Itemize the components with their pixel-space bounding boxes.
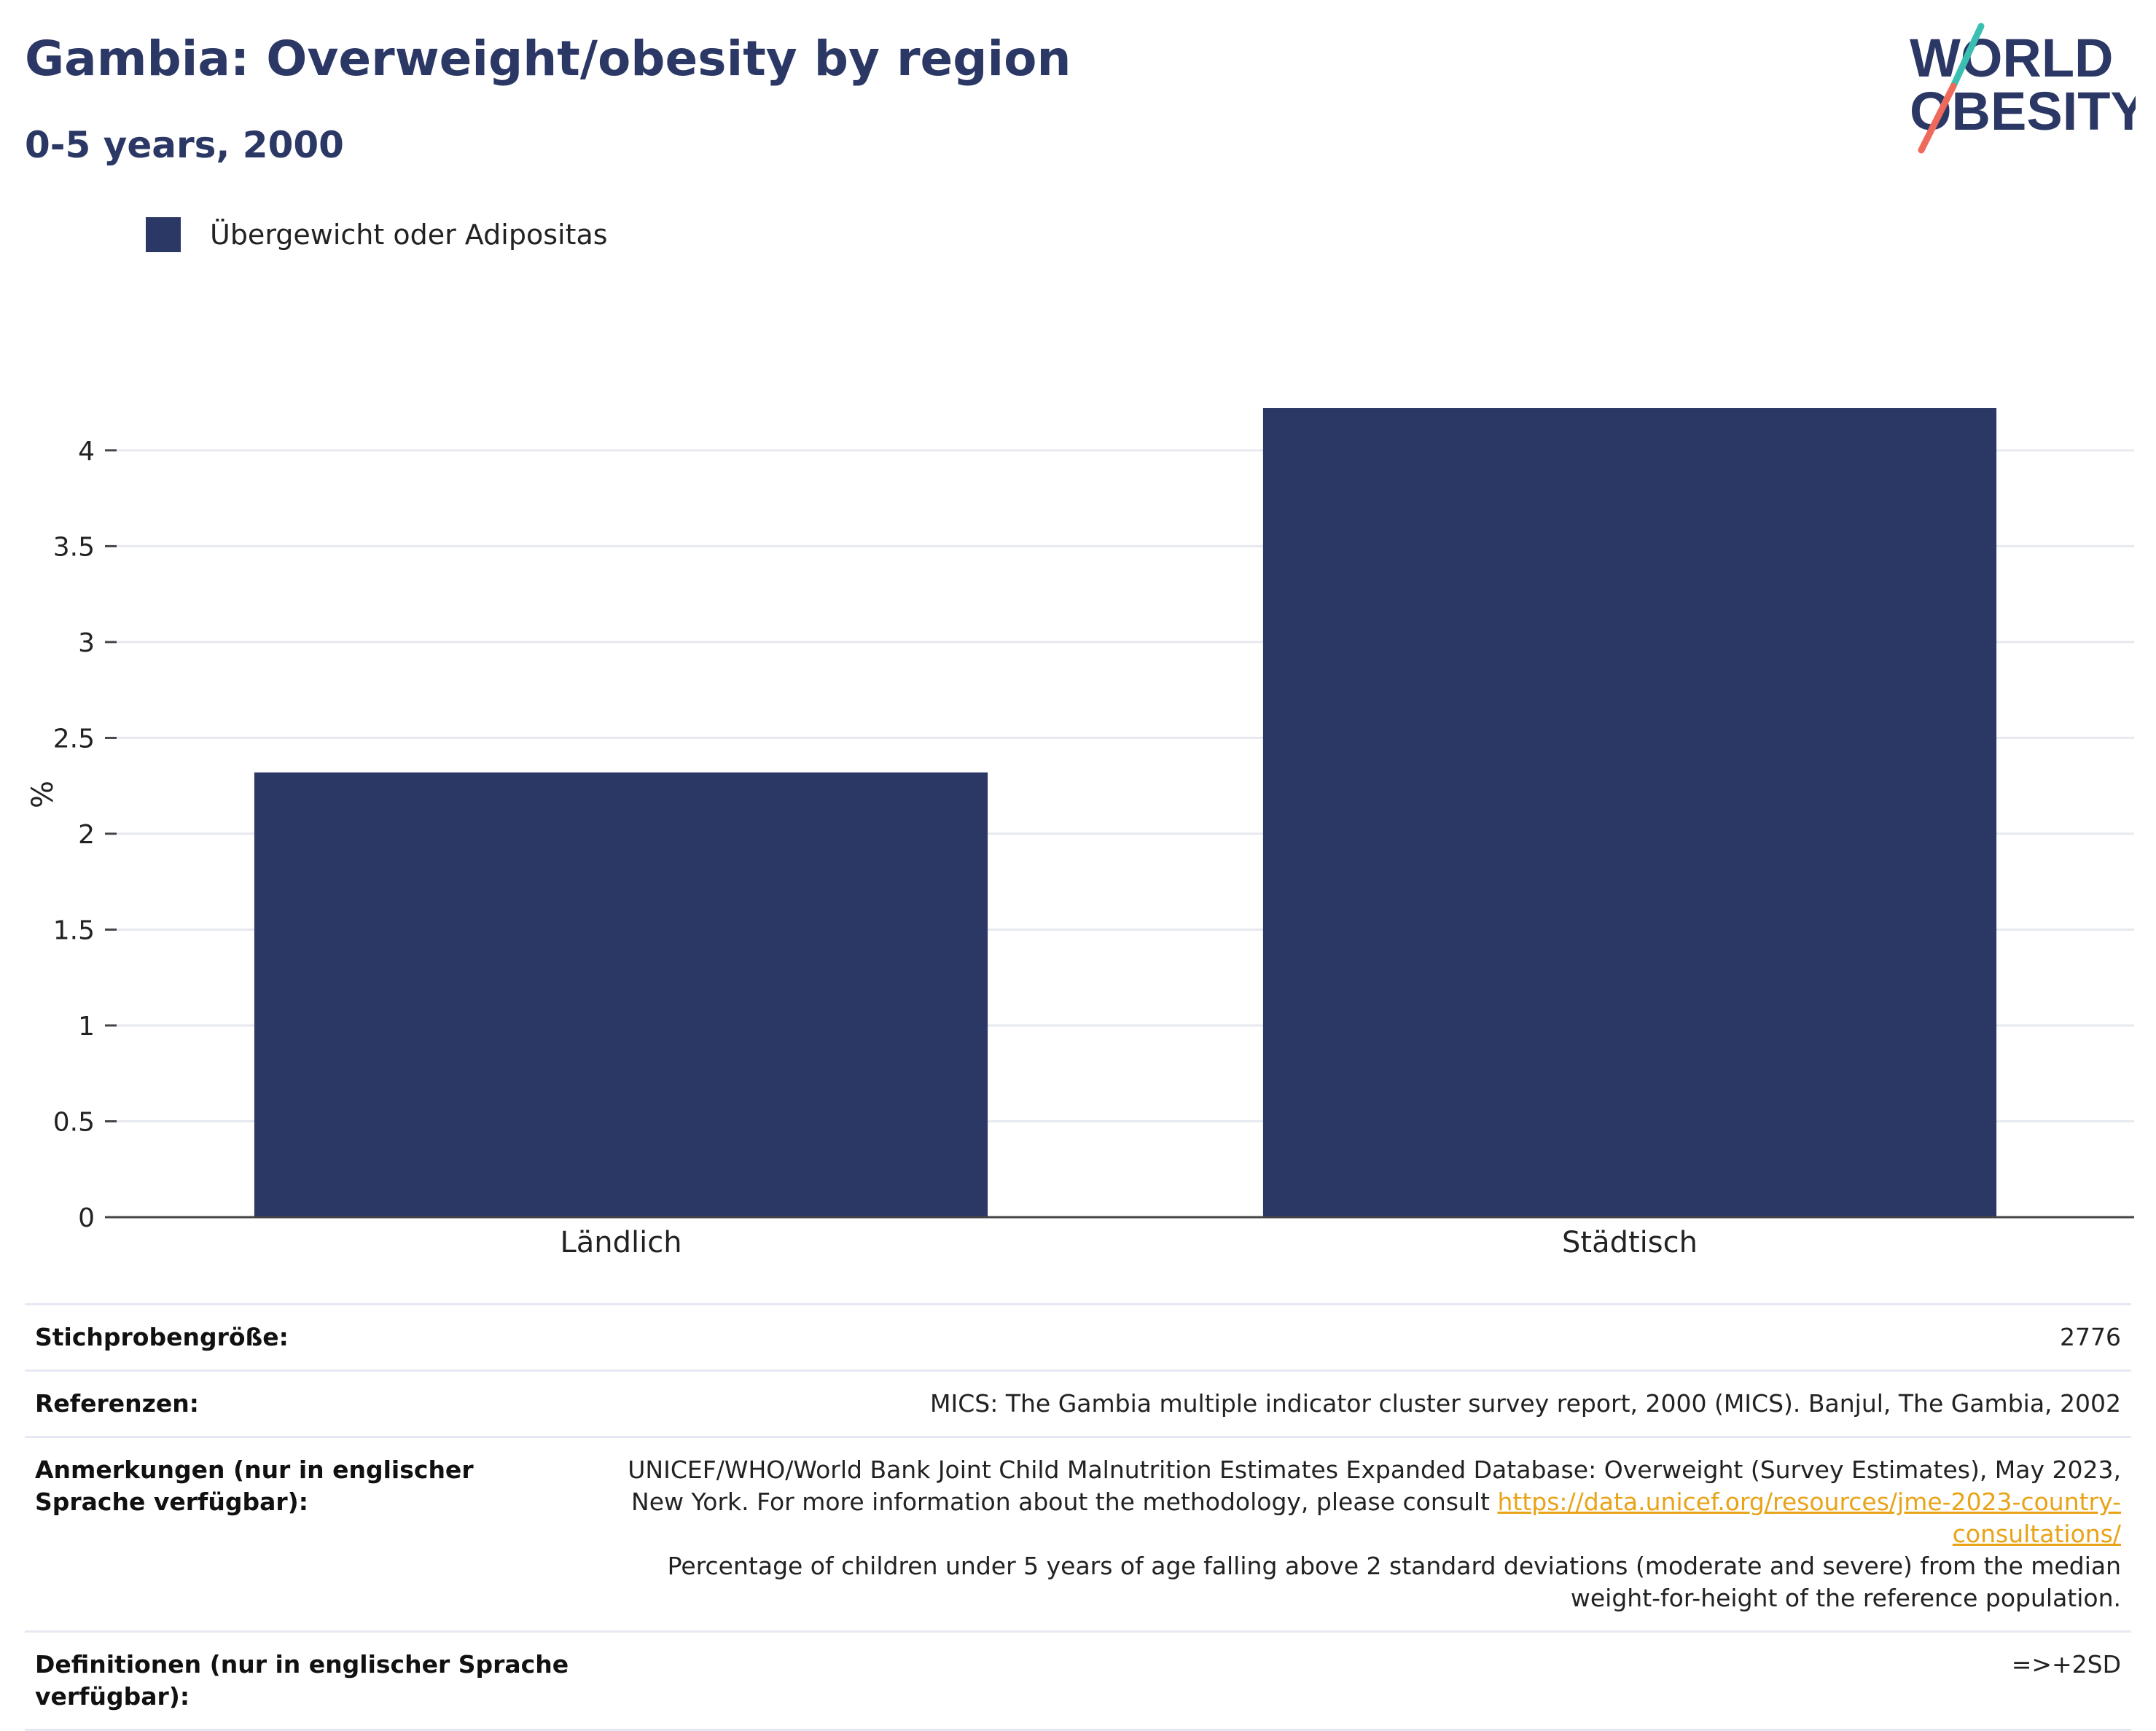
references-label: Referenzen: <box>25 1369 585 1437</box>
notes-label: Anmerkungen (nur in englischer Sprache v… <box>25 1436 585 1632</box>
y-tick-label: 3.5 <box>53 532 95 562</box>
y-tick-label: 2.5 <box>53 724 95 754</box>
bar[interactable] <box>254 772 988 1217</box>
logo-slash-coral <box>1918 82 1957 154</box>
world-obesity-logo: WORLD OBESITY <box>1910 23 2136 154</box>
y-tick-label: 2 <box>78 820 95 850</box>
references-value: MICS: The Gambia multiple indicator clus… <box>585 1369 2131 1437</box>
y-tick-label: 4 <box>78 437 95 466</box>
y-tick-label: 0.5 <box>53 1107 95 1137</box>
y-axis-label: % <box>26 781 60 808</box>
y-tick-label: 1.5 <box>53 915 95 945</box>
sample-size-row: Stichprobengröße: 2776 <box>25 1303 2131 1371</box>
notes-text-1: UNICEF/WHO/World Bank Joint Child Malnut… <box>628 1455 2121 1516</box>
definitions-row: Definitionen (nur in englischer Sprache … <box>25 1630 2131 1731</box>
y-tick-label: 3 <box>78 628 95 658</box>
info-table: Stichprobengröße: 2776 Referenzen: MICS:… <box>25 1303 2131 1731</box>
notes-text-2: Percentage of children under 5 years of … <box>667 1552 2121 1612</box>
references-row: Referenzen: MICS: The Gambia multiple in… <box>25 1369 2131 1437</box>
legend[interactable]: Übergewicht oder Adipositas <box>146 217 608 252</box>
x-tick-label: Städtisch <box>1562 1226 1698 1259</box>
legend-swatch <box>146 217 181 252</box>
bars <box>254 408 1997 1217</box>
chart-title: Gambia: Overweight/obesity by region <box>25 31 1071 87</box>
definitions-value: =>+2SD <box>585 1630 2131 1731</box>
bar-chart: 0 0.5 1 1.5 2 2.5 3 3.5 4 Ländlich Städtisch % <box>26 408 2134 1259</box>
y-tick-label: 1 <box>78 1012 95 1042</box>
x-tick-label: Ländlich <box>560 1226 681 1259</box>
sample-size-value: 2776 <box>585 1303 2131 1371</box>
bar[interactable] <box>1262 408 1997 1217</box>
notes-value: UNICEF/WHO/World Bank Joint Child Malnut… <box>585 1436 2131 1632</box>
logo-slash-teal <box>1950 23 1985 90</box>
y-tick-labels: 0 0.5 1 1.5 2 2.5 3 3.5 4 <box>53 437 117 1233</box>
notes-link[interactable]: https://data.unicef.org/resources/jme-20… <box>1497 1488 2122 1548</box>
notes-row: Anmerkungen (nur in englischer Sprache v… <box>25 1436 2131 1632</box>
legend-label: Übergewicht oder Adipositas <box>210 219 608 251</box>
definitions-label: Definitionen (nur in englischer Sprache … <box>25 1630 585 1731</box>
x-tick-labels: Ländlich Städtisch <box>560 1226 1698 1259</box>
y-tick-label: 0 <box>78 1203 95 1233</box>
sample-size-label: Stichprobengröße: <box>25 1303 585 1371</box>
logo-word-world: WORLD <box>1910 28 2114 88</box>
chart-subtitle: 0-5 years, 2000 <box>25 124 344 166</box>
